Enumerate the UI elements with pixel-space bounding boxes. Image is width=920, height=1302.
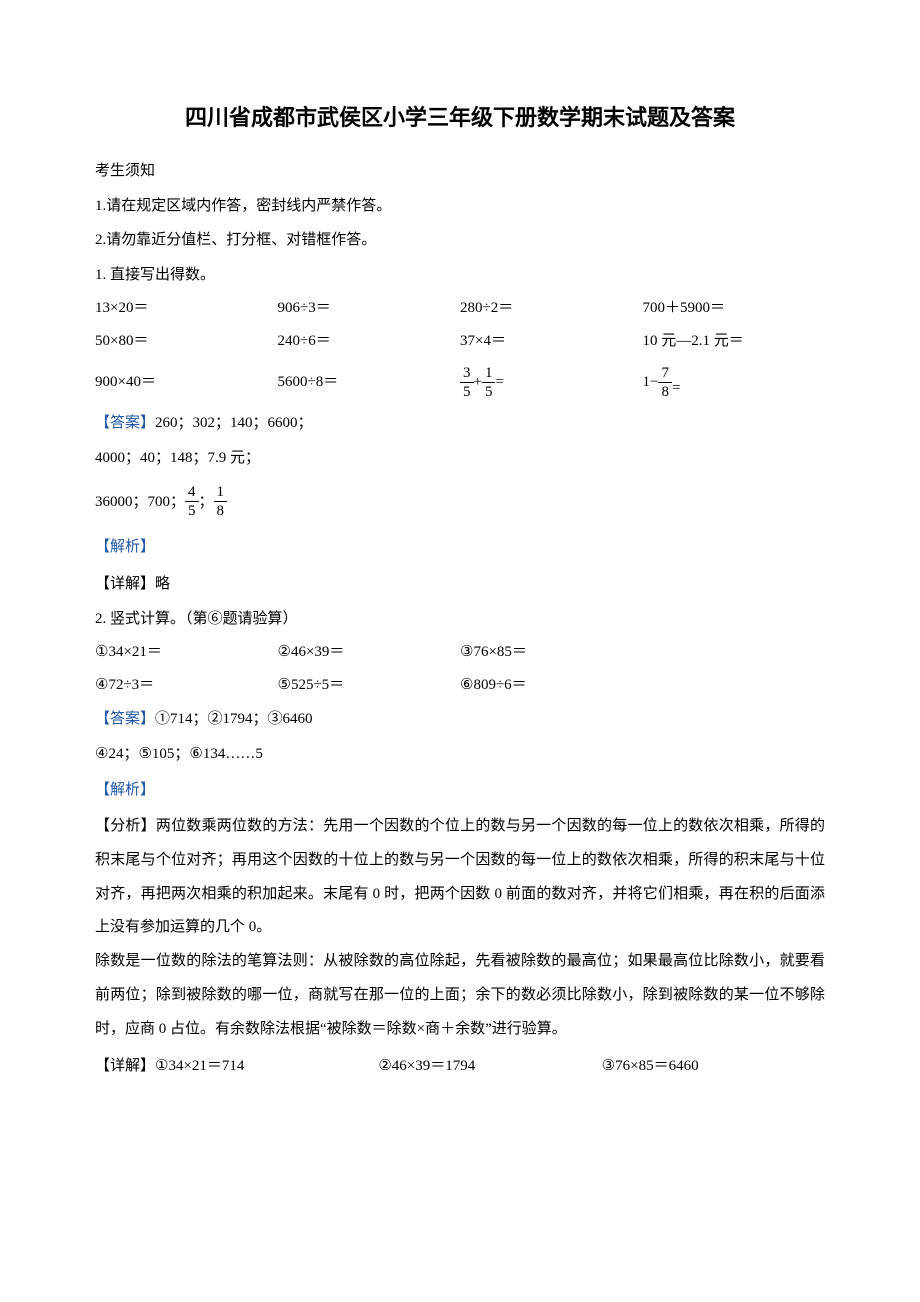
q1-detail-text: 略 (155, 576, 170, 592)
frac-num: 3 (460, 364, 474, 383)
fraction-1-8: 1 8 (214, 483, 228, 520)
q2-detail-c2: ②46×39＝1794 (378, 1050, 601, 1083)
q1r2c1: 50×80＝ (95, 325, 278, 358)
q1-row-3: 900×40＝ 5600÷8＝ 3 5 + 1 5 = 1− 7 8 = (95, 358, 825, 406)
frac-num: 7 (658, 364, 672, 383)
detail-label: 【详解】 (95, 576, 155, 592)
answer-label: 【答案】 (95, 415, 155, 431)
frac-den: 8 (658, 383, 672, 401)
fraction-7-8: 7 8 (658, 364, 672, 401)
equals-sign: = (672, 379, 680, 395)
fraction-3-5: 3 5 (460, 364, 474, 401)
q1-detail: 【详解】略 (95, 567, 825, 602)
q1-answer-line1: 【答案】260；302；140；6600； (95, 406, 825, 441)
q1r3c2: 5600÷8＝ (278, 373, 461, 391)
q2-ans-l1: ①714；②1794；③6460 (155, 711, 313, 727)
frac-den: 5 (482, 383, 496, 401)
analysis-label: 【分析】 (95, 818, 156, 834)
q1r1c4: 700＋5900＝ (643, 292, 826, 325)
q2r1c1: ①34×21＝ (95, 636, 278, 669)
parse-label-1: 【解析】 (95, 528, 825, 567)
q2-analysis-para-2: 除数是一位数的除法的笔算法则：从被除数的高位除起，先看被除数的最高位；如果最高位… (95, 945, 825, 1046)
q2-answer-line1: 【答案】①714；②1794；③6460 (95, 702, 825, 737)
q2-detail-c1: ①34×21＝714 (155, 1050, 378, 1083)
frac-den: 8 (214, 502, 228, 520)
answer-label-2: 【答案】 (95, 711, 155, 727)
q2-answer-line2: ④24；⑤105；⑥134……5 (95, 737, 825, 772)
plus-sign: + (474, 373, 482, 389)
q2r2c3: ⑥809÷6＝ (460, 669, 643, 702)
q1-answer-line2: 4000；40；148；7.9 元； (95, 441, 825, 476)
q2r1c3: ③76×85＝ (460, 636, 643, 669)
q2r2c1: ④72÷3＝ (95, 669, 278, 702)
q2-detail-row: 【详解】 ①34×21＝714 ②46×39＝1794 ③76×85＝6460 (95, 1050, 825, 1083)
q1r2c3: 37×4＝ (460, 325, 643, 358)
q1-ans-l1: 260；302；140；6600； (155, 415, 313, 431)
q1r3c1: 900×40＝ (95, 373, 278, 391)
notice-header: 考生须知 (95, 154, 825, 189)
frac-num: 4 (185, 483, 199, 502)
q1-heading: 1. 直接写出得数。 (95, 258, 825, 293)
q1r3c3-fraction: 3 5 + 1 5 = (460, 364, 643, 401)
q1-row-2: 50×80＝ 240÷6＝ 37×4＝ 10 元—2.1 元＝ (95, 325, 825, 358)
semi: ； (199, 493, 214, 511)
detail-label-2: 【详解】 (95, 1050, 155, 1083)
fraction-1-5: 1 5 (482, 364, 496, 401)
frac-num: 1 (214, 483, 228, 502)
q2-analysis-text: 两位数乘两位数的方法：先用一个因数的个位上的数与另一个因数的每一位上的数依次相乘… (95, 818, 825, 935)
q1r1c1: 13×20＝ (95, 292, 278, 325)
q1r2c4: 10 元—2.1 元＝ (643, 325, 826, 358)
q2-row-1: ①34×21＝ ②46×39＝ ③76×85＝ (95, 636, 825, 669)
frac-den: 5 (185, 502, 199, 520)
q2r2c2: ⑤525÷5＝ (278, 669, 461, 702)
q1r1c3: 280÷2＝ (460, 292, 643, 325)
equals-sign: = (495, 373, 503, 389)
parse-label-2: 【解析】 (95, 771, 825, 810)
q2-detail-c3: ③76×85＝6460 (602, 1050, 825, 1083)
q1r3c4-fraction: 1− 7 8 = (643, 364, 826, 401)
frac-den: 5 (460, 383, 474, 401)
q1-ans-l3-pre: 36000；700； (95, 493, 185, 511)
q2-heading: 2. 竖式计算。（第⑥题请验算） (95, 602, 825, 637)
fraction-4-5: 4 5 (185, 483, 199, 520)
page-title: 四川省成都市武侯区小学三年级下册数学期末试题及答案 (95, 100, 825, 132)
notice-item-1: 1.请在规定区域内作答，密封线内严禁作答。 (95, 189, 825, 224)
q1r2c2: 240÷6＝ (278, 325, 461, 358)
q2-analysis-para-1: 【分析】两位数乘两位数的方法：先用一个因数的个位上的数与另一个因数的每一位上的数… (95, 810, 825, 945)
frac2-prefix: 1− (643, 373, 659, 389)
q1-row-1: 13×20＝ 906÷3＝ 280÷2＝ 700＋5900＝ (95, 292, 825, 325)
notice-item-2: 2.请勿靠近分值栏、打分框、对错框作答。 (95, 223, 825, 258)
q1r1c2: 906÷3＝ (278, 292, 461, 325)
q2-row-2: ④72÷3＝ ⑤525÷5＝ ⑥809÷6＝ (95, 669, 825, 702)
q2r1c2: ②46×39＝ (278, 636, 461, 669)
q1-answer-line3: 36000；700； 4 5 ； 1 8 (95, 483, 825, 520)
frac-num: 1 (482, 364, 496, 383)
